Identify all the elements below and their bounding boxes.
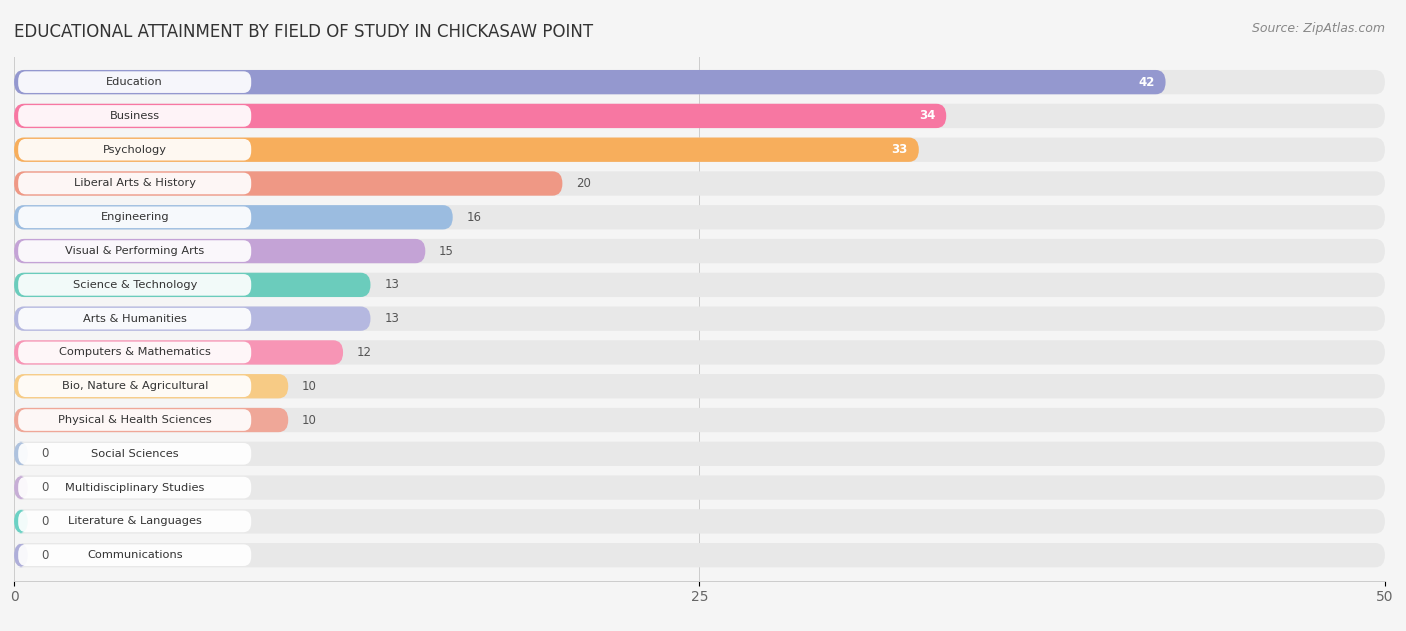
- Text: Source: ZipAtlas.com: Source: ZipAtlas.com: [1251, 22, 1385, 35]
- FancyBboxPatch shape: [14, 205, 1385, 230]
- FancyBboxPatch shape: [14, 543, 1385, 567]
- FancyBboxPatch shape: [14, 273, 371, 297]
- FancyBboxPatch shape: [14, 475, 28, 500]
- Text: Multidisciplinary Studies: Multidisciplinary Studies: [65, 483, 204, 493]
- Text: Bio, Nature & Agricultural: Bio, Nature & Agricultural: [62, 381, 208, 391]
- FancyBboxPatch shape: [18, 139, 252, 160]
- FancyBboxPatch shape: [14, 138, 920, 162]
- FancyBboxPatch shape: [14, 307, 1385, 331]
- Text: 13: 13: [384, 312, 399, 325]
- FancyBboxPatch shape: [14, 475, 1385, 500]
- FancyBboxPatch shape: [14, 509, 1385, 534]
- Text: 0: 0: [42, 549, 49, 562]
- Text: Science & Technology: Science & Technology: [73, 280, 197, 290]
- FancyBboxPatch shape: [14, 442, 28, 466]
- FancyBboxPatch shape: [18, 477, 252, 498]
- Text: Physical & Health Sciences: Physical & Health Sciences: [58, 415, 211, 425]
- FancyBboxPatch shape: [14, 374, 288, 398]
- Text: Visual & Performing Arts: Visual & Performing Arts: [65, 246, 204, 256]
- Text: 33: 33: [891, 143, 908, 156]
- FancyBboxPatch shape: [18, 545, 252, 566]
- FancyBboxPatch shape: [18, 443, 252, 464]
- Text: EDUCATIONAL ATTAINMENT BY FIELD OF STUDY IN CHICKASAW POINT: EDUCATIONAL ATTAINMENT BY FIELD OF STUDY…: [14, 23, 593, 42]
- FancyBboxPatch shape: [14, 509, 28, 534]
- FancyBboxPatch shape: [18, 410, 252, 431]
- FancyBboxPatch shape: [18, 274, 252, 296]
- Text: Communications: Communications: [87, 550, 183, 560]
- FancyBboxPatch shape: [18, 341, 252, 363]
- Text: 13: 13: [384, 278, 399, 292]
- FancyBboxPatch shape: [14, 103, 946, 128]
- FancyBboxPatch shape: [18, 71, 252, 93]
- Text: Psychology: Psychology: [103, 144, 167, 155]
- FancyBboxPatch shape: [14, 442, 1385, 466]
- FancyBboxPatch shape: [18, 375, 252, 397]
- Text: Social Sciences: Social Sciences: [91, 449, 179, 459]
- Text: 10: 10: [302, 380, 316, 392]
- Text: 0: 0: [42, 447, 49, 460]
- Text: Computers & Mathematics: Computers & Mathematics: [59, 348, 211, 357]
- Text: 0: 0: [42, 481, 49, 494]
- FancyBboxPatch shape: [14, 340, 343, 365]
- FancyBboxPatch shape: [18, 510, 252, 532]
- FancyBboxPatch shape: [18, 206, 252, 228]
- Text: Engineering: Engineering: [100, 212, 169, 222]
- Text: 15: 15: [439, 245, 454, 257]
- Text: Education: Education: [107, 77, 163, 87]
- FancyBboxPatch shape: [14, 138, 1385, 162]
- Text: 12: 12: [357, 346, 371, 359]
- FancyBboxPatch shape: [14, 172, 1385, 196]
- FancyBboxPatch shape: [14, 205, 453, 230]
- FancyBboxPatch shape: [18, 308, 252, 329]
- FancyBboxPatch shape: [14, 340, 1385, 365]
- FancyBboxPatch shape: [14, 543, 28, 567]
- FancyBboxPatch shape: [18, 173, 252, 194]
- Text: Literature & Languages: Literature & Languages: [67, 516, 201, 526]
- FancyBboxPatch shape: [14, 70, 1166, 94]
- FancyBboxPatch shape: [14, 70, 1385, 94]
- Text: 10: 10: [302, 413, 316, 427]
- FancyBboxPatch shape: [14, 239, 425, 263]
- FancyBboxPatch shape: [18, 105, 252, 127]
- FancyBboxPatch shape: [14, 408, 1385, 432]
- FancyBboxPatch shape: [14, 239, 1385, 263]
- FancyBboxPatch shape: [14, 103, 1385, 128]
- Text: 16: 16: [467, 211, 481, 224]
- Text: Business: Business: [110, 111, 160, 121]
- FancyBboxPatch shape: [14, 307, 371, 331]
- Text: 42: 42: [1139, 76, 1154, 88]
- FancyBboxPatch shape: [14, 408, 288, 432]
- Text: Arts & Humanities: Arts & Humanities: [83, 314, 187, 324]
- Text: 34: 34: [920, 109, 935, 122]
- FancyBboxPatch shape: [14, 172, 562, 196]
- Text: 0: 0: [42, 515, 49, 528]
- Text: 20: 20: [576, 177, 591, 190]
- FancyBboxPatch shape: [14, 374, 1385, 398]
- Text: Liberal Arts & History: Liberal Arts & History: [73, 179, 195, 189]
- FancyBboxPatch shape: [14, 273, 1385, 297]
- FancyBboxPatch shape: [18, 240, 252, 262]
